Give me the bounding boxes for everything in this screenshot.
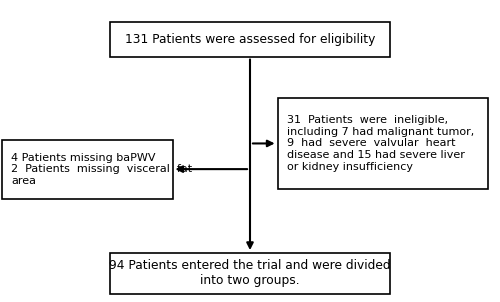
FancyBboxPatch shape bbox=[110, 253, 390, 294]
FancyBboxPatch shape bbox=[110, 22, 390, 57]
FancyBboxPatch shape bbox=[2, 140, 172, 199]
Text: 31  Patients  were  ineligible,
including 7 had malignant tumor,
9  had  severe : 31 Patients were ineligible, including 7… bbox=[286, 115, 474, 172]
Text: 94 Patients entered the trial and were divided
into two groups.: 94 Patients entered the trial and were d… bbox=[109, 259, 391, 287]
Text: 4 Patients missing baPWV
2  Patients  missing  visceral  fat
area: 4 Patients missing baPWV 2 Patients miss… bbox=[12, 153, 192, 186]
FancyBboxPatch shape bbox=[278, 98, 488, 189]
Text: 131 Patients were assessed for eligibility: 131 Patients were assessed for eligibili… bbox=[125, 33, 375, 46]
